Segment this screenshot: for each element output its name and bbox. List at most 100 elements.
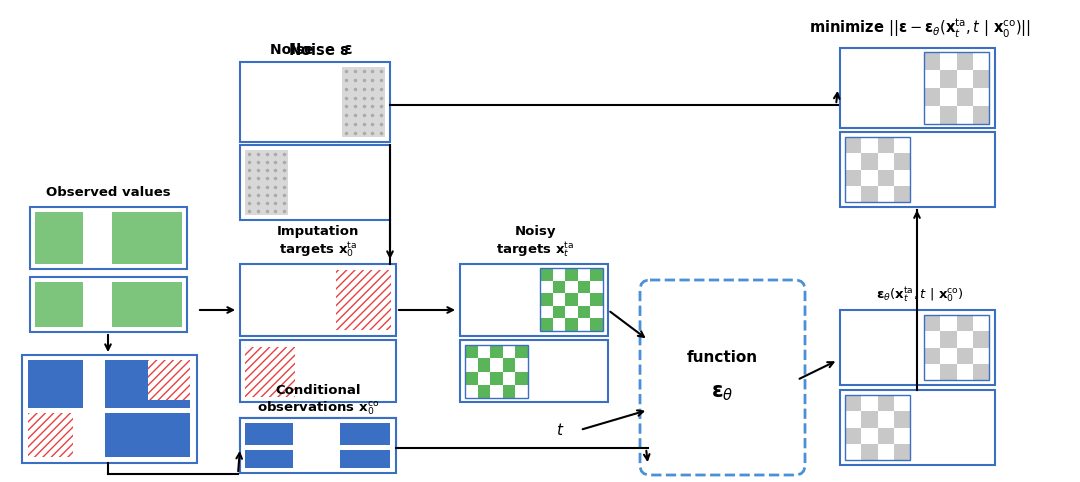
Bar	[924, 52, 941, 70]
Bar	[957, 88, 973, 106]
Bar	[245, 347, 295, 397]
Bar	[540, 293, 553, 306]
Bar	[840, 310, 995, 385]
Bar	[941, 364, 957, 380]
Text: function: function	[687, 350, 757, 365]
Bar	[565, 319, 578, 331]
Bar	[245, 450, 293, 468]
Bar	[861, 411, 877, 428]
Bar	[941, 70, 957, 88]
Bar	[877, 170, 894, 186]
Bar	[877, 137, 894, 153]
Bar	[28, 413, 73, 457]
Text: Conditional: Conditional	[275, 384, 361, 397]
Text: Imputation: Imputation	[276, 226, 360, 239]
Text: Observed values: Observed values	[45, 186, 171, 199]
Text: observations $\mathbf{x}_0^{\mathrm{co}}$: observations $\mathbf{x}_0^{\mathrm{co}}…	[257, 399, 379, 417]
Bar	[845, 428, 861, 444]
Text: Noisy: Noisy	[514, 226, 556, 239]
Bar	[465, 345, 528, 398]
Bar	[540, 319, 553, 331]
Bar	[861, 444, 877, 460]
Bar	[845, 395, 861, 411]
Bar	[924, 88, 941, 106]
Bar	[515, 345, 528, 358]
Bar	[553, 281, 565, 293]
Bar	[477, 358, 490, 372]
Bar	[845, 137, 861, 153]
Bar	[503, 385, 515, 398]
Text: targets $\mathbf{x}_0^{\mathrm{ta}}$: targets $\mathbf{x}_0^{\mathrm{ta}}$	[279, 241, 357, 259]
Bar	[845, 170, 861, 186]
Bar	[112, 212, 183, 264]
Bar	[941, 106, 957, 124]
Bar	[490, 345, 503, 358]
Bar	[565, 268, 578, 281]
Text: minimize $||\mathbf{\epsilon} - \mathbf{\epsilon}_{\theta}(\mathbf{x}_t^{\mathrm: minimize $||\mathbf{\epsilon} - \mathbf{…	[809, 16, 1031, 40]
Bar	[578, 281, 591, 293]
Bar	[957, 52, 973, 70]
Bar	[240, 418, 396, 473]
Bar	[565, 293, 578, 306]
Bar	[591, 293, 603, 306]
Bar	[245, 421, 291, 445]
Bar	[490, 372, 503, 385]
Bar	[30, 277, 187, 332]
Text: $t$: $t$	[556, 422, 564, 438]
Bar	[591, 319, 603, 331]
FancyBboxPatch shape	[640, 280, 805, 475]
Bar	[28, 360, 83, 408]
Bar	[924, 315, 941, 331]
Bar	[840, 390, 995, 465]
Bar	[845, 137, 910, 202]
Bar	[924, 348, 941, 364]
Bar	[112, 282, 183, 327]
Bar	[877, 428, 894, 444]
Bar	[861, 153, 877, 170]
Bar	[30, 207, 187, 269]
Bar	[503, 358, 515, 372]
Bar	[941, 331, 957, 348]
Bar	[340, 423, 390, 445]
Bar	[540, 268, 603, 331]
Text: $\mathbf{\epsilon}_{\theta}$: $\mathbf{\epsilon}_{\theta}$	[711, 383, 733, 403]
Bar	[342, 67, 384, 137]
Bar	[240, 62, 390, 142]
Bar	[465, 372, 477, 385]
Bar	[973, 364, 989, 380]
Text: targets $\mathbf{x}_t^{\mathrm{ta}}$: targets $\mathbf{x}_t^{\mathrm{ta}}$	[496, 241, 575, 259]
Bar	[35, 212, 83, 264]
Bar	[22, 355, 197, 463]
Bar	[105, 360, 190, 408]
Bar	[957, 315, 973, 331]
Text: Noise: Noise	[270, 43, 318, 57]
Bar	[465, 345, 477, 358]
Bar	[460, 264, 608, 336]
Text: $\mathbf{\epsilon}_{\theta}(\mathbf{x}_t^{\mathrm{ta}}, t\ |\ \mathbf{x}_0^{\mat: $\mathbf{\epsilon}_{\theta}(\mathbf{x}_t…	[876, 285, 964, 305]
Bar	[240, 340, 396, 402]
Bar	[240, 145, 390, 220]
Bar	[336, 270, 391, 330]
Bar	[245, 423, 293, 445]
Bar	[894, 411, 910, 428]
Bar	[240, 418, 396, 448]
Bar	[148, 360, 190, 400]
Bar	[553, 306, 565, 319]
Bar	[957, 348, 973, 364]
Bar	[540, 268, 553, 281]
Bar	[460, 340, 608, 402]
Bar	[591, 268, 603, 281]
Bar	[924, 52, 989, 124]
Bar	[973, 70, 989, 88]
Bar	[340, 421, 390, 445]
Bar	[894, 153, 910, 170]
Text: $\mathbf{\epsilon}$: $\mathbf{\epsilon}$	[343, 42, 353, 57]
Bar	[35, 282, 83, 327]
Bar	[840, 48, 995, 128]
Text: Noise $\mathbf{\epsilon}$: Noise $\mathbf{\epsilon}$	[288, 42, 348, 58]
Bar	[105, 413, 190, 457]
Bar	[924, 315, 989, 380]
Bar	[877, 395, 894, 411]
Bar	[861, 186, 877, 202]
Bar	[894, 186, 910, 202]
